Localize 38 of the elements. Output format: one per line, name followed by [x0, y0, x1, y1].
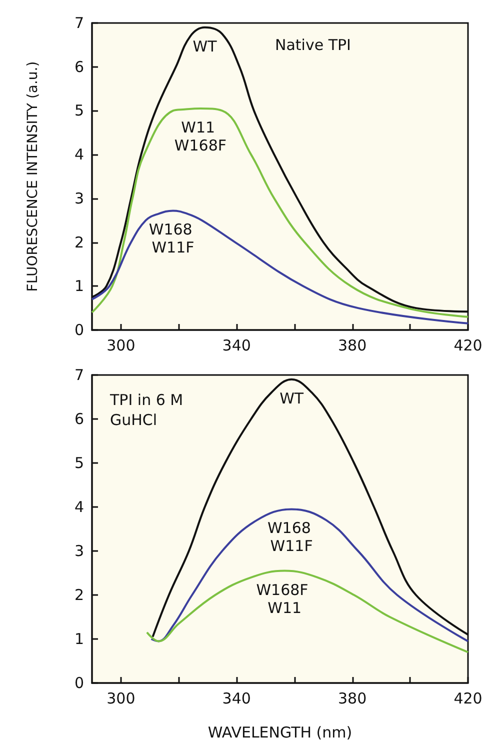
y-tick-label: 5	[74, 102, 84, 120]
series-label: W11 W168F	[174, 118, 227, 155]
text: Native TPI	[275, 36, 351, 54]
line-series	[91, 210, 469, 324]
line-series	[150, 508, 469, 642]
series-label: W168F W11	[256, 580, 314, 617]
y-tick-label: 6	[74, 58, 84, 76]
series-label: WT	[192, 37, 218, 56]
x-tick-label: 420	[454, 690, 482, 708]
y-tick-label: 3	[74, 542, 84, 560]
series-label: W168 W11F	[148, 220, 198, 257]
y-tick-label: 5	[74, 454, 84, 472]
y-tick-label: 3	[74, 189, 84, 208]
y-tick-label: 7	[74, 366, 84, 384]
y-tick-label: 6	[74, 410, 84, 428]
y-tick-label: 4	[74, 498, 84, 516]
y-tick-label: 4	[74, 146, 84, 164]
x-tick-label: 340	[222, 336, 251, 354]
y-tick-label: 2	[74, 586, 84, 604]
x-tick-label: 380	[338, 336, 367, 354]
y-tick-label: 0	[74, 674, 84, 692]
y-tick-label: 2	[74, 233, 84, 252]
x-tick-label: 300	[106, 336, 136, 354]
series-label: WT	[280, 389, 304, 408]
line-series	[146, 570, 469, 654]
x-tick-label: 340	[222, 690, 251, 708]
line-series	[91, 108, 469, 318]
y-tick-label: 7	[74, 14, 84, 32]
y-axis-title: FLUORESCENCE INTENSITY (a.u.)	[25, 61, 41, 292]
x-axis-title: WAVELENGTH (nm)	[208, 724, 352, 742]
x-tick-label: 420	[454, 336, 482, 354]
series-label: W168 W11F	[267, 519, 316, 556]
y-tick-label: 0	[74, 321, 84, 339]
y-tick-label: 1	[74, 630, 84, 648]
text: TPI in 6 M GuHCl	[109, 391, 188, 429]
x-tick-label: 380	[338, 690, 367, 708]
y-tick-label: 1	[74, 277, 84, 296]
x-tick-label: 300	[106, 690, 136, 708]
